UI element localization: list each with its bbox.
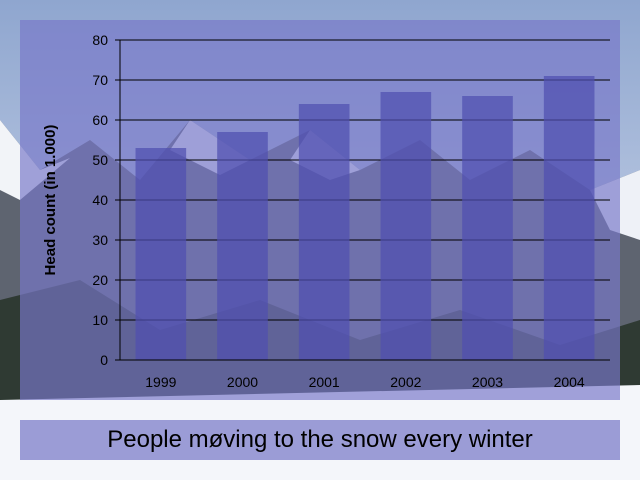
bar-2004 [543, 76, 595, 360]
x-tick-label: 2003 [472, 374, 503, 390]
bar-chart: 0 10 20 30 40 50 60 70 80 1999 2000 2001 2002 2003 20… [42, 32, 610, 390]
y-tick-label: 20 [92, 272, 108, 288]
slide-caption: People møving to the snow every winter [107, 426, 533, 453]
y-tick-label: 10 [92, 312, 108, 328]
x-tick-label: 2000 [227, 374, 258, 390]
bar-1999 [135, 148, 187, 360]
y-axis-title: Head count (in 1.000) [42, 125, 59, 276]
y-tick-label: 60 [92, 112, 108, 128]
caption-bar: People møving to the snow every winter [20, 420, 620, 460]
chart-panel: 0 10 20 30 40 50 60 70 80 1999 2000 2001 2002 2003 20… [20, 20, 620, 400]
x-tick-label: 2001 [309, 374, 340, 390]
axes [119, 40, 610, 361]
gridlines [115, 39, 610, 361]
bar-2000 [217, 132, 268, 360]
bar-2002 [380, 92, 432, 360]
bar-2001 [298, 104, 350, 360]
x-tick-label: 2002 [390, 374, 421, 390]
y-tick-label: 50 [92, 152, 108, 168]
bars [135, 76, 595, 360]
bar-2003 [462, 96, 513, 360]
y-tick-label: 0 [100, 352, 108, 368]
y-tick-label: 30 [92, 232, 108, 248]
y-tick-labels: 0 10 20 30 40 50 60 70 80 [92, 32, 108, 368]
y-tick-label: 80 [92, 32, 108, 48]
x-tick-label: 1999 [145, 374, 176, 390]
y-tick-label: 40 [92, 192, 108, 208]
x-tick-label: 2004 [554, 374, 585, 390]
y-tick-label: 70 [92, 72, 108, 88]
x-tick-labels: 1999 2000 2001 2002 2003 2004 [145, 374, 585, 390]
